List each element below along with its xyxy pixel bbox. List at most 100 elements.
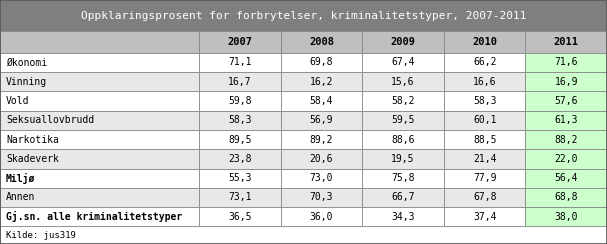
Bar <box>362 149 444 169</box>
Bar <box>280 169 362 188</box>
Text: 56,9: 56,9 <box>310 115 333 125</box>
Text: 66,2: 66,2 <box>473 57 497 67</box>
Text: 23,8: 23,8 <box>228 154 252 164</box>
Text: 73,0: 73,0 <box>310 173 333 183</box>
Bar <box>280 149 362 169</box>
Text: 55,3: 55,3 <box>228 173 252 183</box>
Text: 22,0: 22,0 <box>554 154 578 164</box>
Text: 16,9: 16,9 <box>554 77 578 87</box>
Bar <box>0 169 199 188</box>
Bar <box>199 91 280 111</box>
Bar <box>0 111 199 130</box>
Bar <box>280 130 362 149</box>
Bar <box>0 226 607 244</box>
Bar <box>526 53 607 72</box>
Bar <box>199 130 280 149</box>
Bar <box>199 149 280 169</box>
Text: 89,2: 89,2 <box>310 135 333 144</box>
Text: Miljø: Miljø <box>6 173 35 184</box>
Bar <box>199 169 280 188</box>
Bar <box>199 53 280 72</box>
Bar <box>526 31 607 53</box>
Bar <box>280 91 362 111</box>
Text: Økonomi: Økonomi <box>6 57 47 67</box>
Text: 88,5: 88,5 <box>473 135 497 144</box>
Bar <box>0 149 199 169</box>
Bar <box>362 91 444 111</box>
Bar <box>199 72 280 91</box>
Bar <box>444 188 526 207</box>
Text: Skadeverk: Skadeverk <box>6 154 59 164</box>
Text: 69,8: 69,8 <box>310 57 333 67</box>
Bar <box>280 188 362 207</box>
Bar <box>362 207 444 226</box>
Bar <box>199 207 280 226</box>
Bar <box>526 91 607 111</box>
Text: 20,6: 20,6 <box>310 154 333 164</box>
Text: 58,3: 58,3 <box>228 115 252 125</box>
Text: 58,4: 58,4 <box>310 96 333 106</box>
Text: 2008: 2008 <box>309 37 334 47</box>
Bar <box>444 72 526 91</box>
Text: 2011: 2011 <box>554 37 578 47</box>
Text: 88,6: 88,6 <box>392 135 415 144</box>
Bar <box>362 53 444 72</box>
Bar <box>199 31 280 53</box>
Bar <box>0 130 199 149</box>
Text: 71,6: 71,6 <box>554 57 578 67</box>
Text: 37,4: 37,4 <box>473 212 497 222</box>
Text: 66,7: 66,7 <box>392 193 415 203</box>
Text: 2009: 2009 <box>390 37 416 47</box>
Bar <box>444 111 526 130</box>
Text: 67,4: 67,4 <box>392 57 415 67</box>
Bar <box>199 111 280 130</box>
Text: 57,6: 57,6 <box>554 96 578 106</box>
Text: Gj.sn. alle kriminalitetstyper: Gj.sn. alle kriminalitetstyper <box>6 211 182 222</box>
Bar <box>526 130 607 149</box>
Text: 59,8: 59,8 <box>228 96 252 106</box>
Bar <box>526 111 607 130</box>
Bar <box>0 188 199 207</box>
Text: 71,1: 71,1 <box>228 57 252 67</box>
Text: 2007: 2007 <box>228 37 253 47</box>
Bar <box>0 53 199 72</box>
Text: 19,5: 19,5 <box>392 154 415 164</box>
Bar <box>0 31 199 53</box>
Bar <box>362 31 444 53</box>
Bar <box>526 72 607 91</box>
Bar <box>444 31 526 53</box>
Bar <box>526 169 607 188</box>
Bar <box>0 91 199 111</box>
Text: Oppklaringsprosent for forbrytelser, kriminalitetstyper, 2007-2011: Oppklaringsprosent for forbrytelser, kri… <box>81 11 526 20</box>
Bar <box>362 130 444 149</box>
Text: 77,9: 77,9 <box>473 173 497 183</box>
Bar <box>362 72 444 91</box>
Text: Seksuallovbrudd: Seksuallovbrudd <box>6 115 94 125</box>
Bar <box>280 207 362 226</box>
Bar <box>526 207 607 226</box>
Text: 16,7: 16,7 <box>228 77 252 87</box>
Bar <box>444 149 526 169</box>
Bar <box>362 111 444 130</box>
Bar <box>280 53 362 72</box>
Text: 34,3: 34,3 <box>392 212 415 222</box>
Text: 21,4: 21,4 <box>473 154 497 164</box>
Bar <box>280 31 362 53</box>
Bar <box>280 111 362 130</box>
Text: 58,3: 58,3 <box>473 96 497 106</box>
Text: 36,5: 36,5 <box>228 212 252 222</box>
Text: 15,6: 15,6 <box>392 77 415 87</box>
Bar <box>362 188 444 207</box>
Text: Narkotika: Narkotika <box>6 135 59 144</box>
Text: 61,3: 61,3 <box>554 115 578 125</box>
Bar <box>280 72 362 91</box>
Text: 58,2: 58,2 <box>392 96 415 106</box>
Bar <box>0 0 607 31</box>
Bar <box>0 207 199 226</box>
Text: 36,0: 36,0 <box>310 212 333 222</box>
Text: 89,5: 89,5 <box>228 135 252 144</box>
Text: 75,8: 75,8 <box>392 173 415 183</box>
Bar <box>444 207 526 226</box>
Bar <box>526 188 607 207</box>
Text: Kilde: jus319: Kilde: jus319 <box>6 231 76 240</box>
